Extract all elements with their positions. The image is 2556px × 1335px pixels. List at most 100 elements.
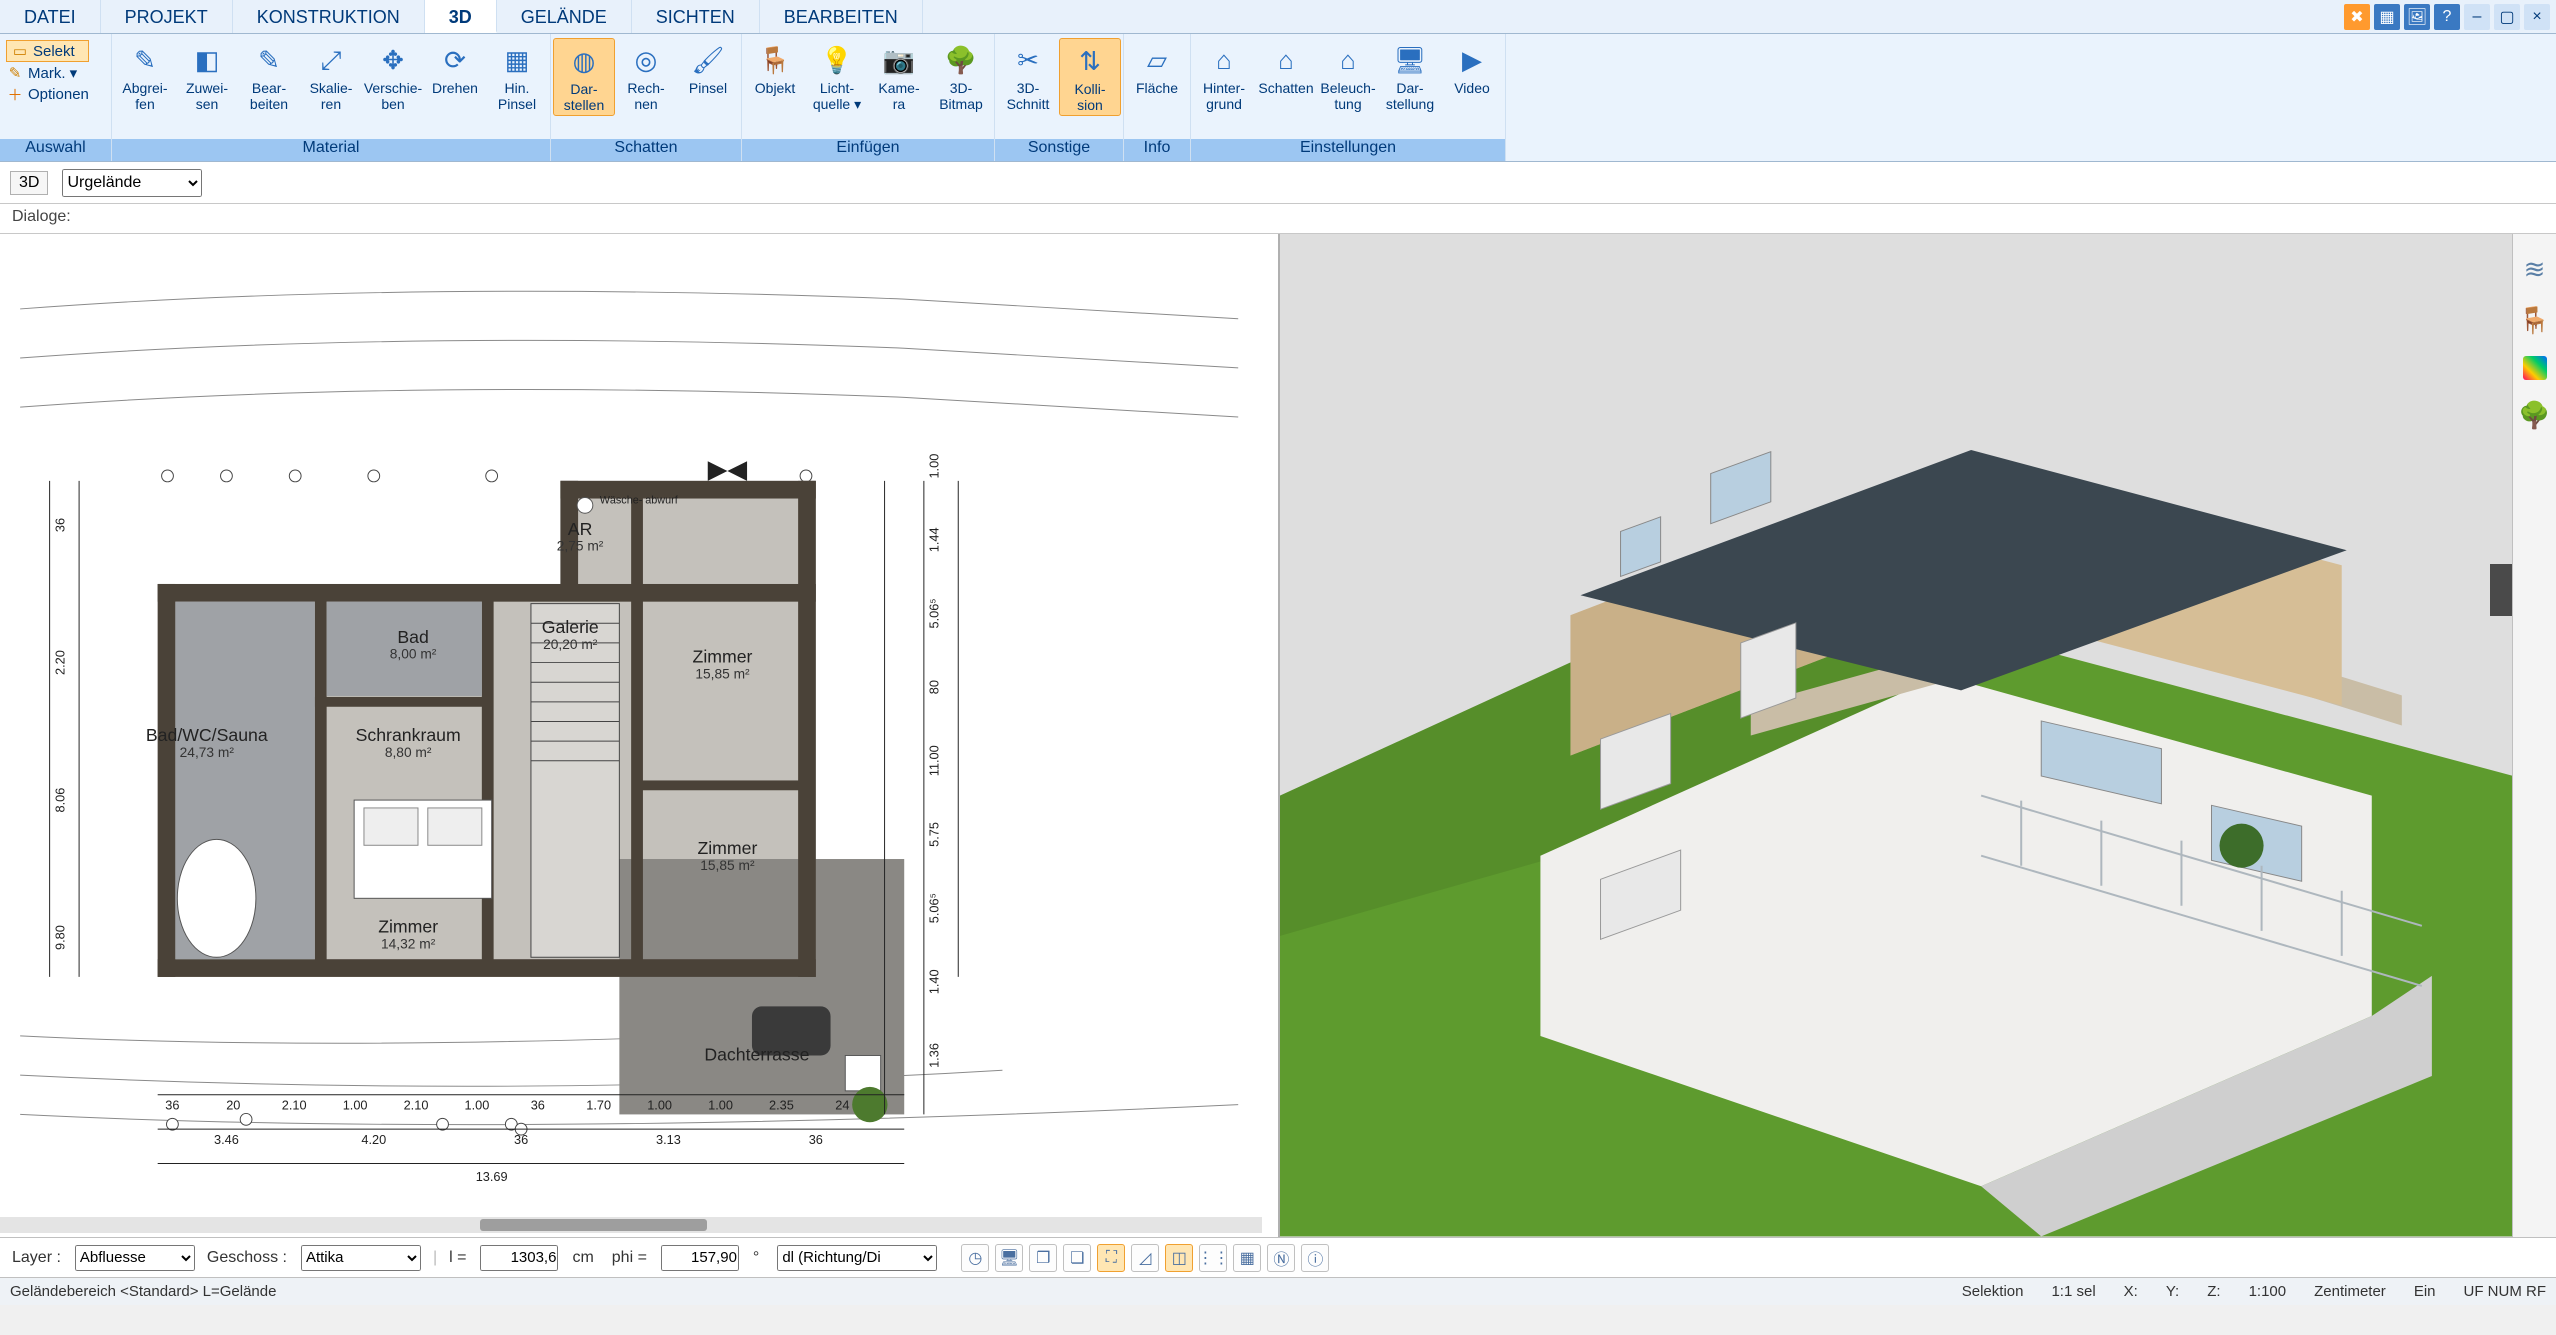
toolbar-layers2-icon[interactable]: ❏ — [1063, 1244, 1091, 1272]
schatten-btn-1[interactable]: ◎Rech-nen — [615, 38, 677, 114]
length-input[interactable] — [480, 1245, 558, 1271]
einfuegen-btn-icon-3: 🌳 — [945, 40, 977, 80]
sonstige-btn-0[interactable]: ✂3D-Schnitt — [997, 38, 1059, 114]
3d-viewport[interactable] — [1280, 234, 2512, 1237]
layer-label: Layer : — [12, 1249, 61, 1267]
layer-select[interactable]: Abfluesse — [75, 1245, 195, 1271]
einstellungen-btn-1[interactable]: ⌂Schatten — [1255, 38, 1317, 98]
menu-tab-konstruktion[interactable]: KONSTRUKTION — [233, 0, 425, 33]
material-btn-6[interactable]: ▦Hin.Pinsel — [486, 38, 548, 114]
material-btn-2[interactable]: ✎Bear-beiten — [238, 38, 300, 114]
tools-icon[interactable]: ✖ — [2344, 4, 2370, 30]
toolbar-grid-icon[interactable]: ▦ — [1233, 1244, 1261, 1272]
schatten-btn-2[interactable]: 🖌Pinsel — [677, 38, 739, 98]
toolbar-info-icon[interactable]: ⓘ — [1301, 1244, 1329, 1272]
material-btn-1[interactable]: ◧Zuwei-sen — [176, 38, 238, 114]
schatten-btn-0[interactable]: ◍Dar-stellen — [553, 38, 615, 116]
minimize-icon[interactable]: – — [2464, 4, 2490, 30]
help-icon[interactable]: ? — [2434, 4, 2460, 30]
toolbar-angle-icon[interactable]: ◿ — [1131, 1244, 1159, 1272]
tree-icon[interactable]: 🌳 — [2518, 400, 2550, 431]
select-button[interactable]: ▭Selekt — [6, 40, 89, 62]
svg-text:AR: AR — [568, 519, 593, 539]
geschoss-select[interactable]: Attika — [301, 1245, 421, 1271]
einfuegen-btn-2[interactable]: 📷Kame-ra — [868, 38, 930, 114]
einstellungen-btn-icon-2: ⌂ — [1340, 40, 1356, 80]
svg-text:15,85 m²: 15,85 m² — [695, 666, 750, 681]
svg-text:Bad/WC/Sauna: Bad/WC/Sauna — [146, 725, 268, 745]
view-sub-bar: 3D Urgelände — [0, 162, 2556, 204]
floorplan-viewport[interactable]: Bad/WC/Sauna24,73 m²Bad8,00 m²Schrankrau… — [0, 234, 1280, 1237]
einfuegen-btn-icon-1: 💡 — [821, 40, 853, 80]
restore-icon[interactable]: ▢ — [2494, 4, 2520, 30]
clipboard-icon[interactable]: ▦ — [2374, 4, 2400, 30]
direction-mode-select[interactable]: dl (Richtung/Di — [777, 1245, 937, 1271]
menu-tab-sichten[interactable]: SICHTEN — [632, 0, 760, 33]
toolbar-snap-icon[interactable]: ⛶ — [1097, 1244, 1125, 1272]
group-label-auswahl: Auswahl — [0, 139, 111, 161]
group-label-info: Info — [1124, 139, 1190, 161]
palette-icon[interactable] — [2523, 356, 2547, 380]
length-label: l = — [449, 1249, 466, 1267]
layers-icon[interactable]: ≋ — [2524, 254, 2546, 285]
svg-text:2,75 m²: 2,75 m² — [557, 539, 604, 554]
einstellungen-btn-2[interactable]: ⌂Beleuch-tung — [1317, 38, 1379, 114]
einstellungen-btn-icon-0: ⌂ — [1216, 40, 1232, 80]
material-btn-3[interactable]: ⤢Skalie-ren — [300, 38, 362, 114]
terrain-select[interactable]: Urgelände — [62, 169, 202, 197]
menu-tab-bearbeiten[interactable]: BEARBEITEN — [760, 0, 923, 33]
svg-text:11.00: 11.00 — [927, 745, 942, 776]
material-btn-0[interactable]: ✎Abgrei-fen — [114, 38, 176, 114]
ribbon-toolbar: ▭Selekt ✎Mark. ▾ ＋Optionen Auswahl ✎Abgr… — [0, 34, 2556, 162]
svg-text:Bad: Bad — [397, 627, 428, 647]
mark-button[interactable]: ✎Mark. ▾ — [6, 64, 89, 82]
toolbar-stack-icon[interactable]: ❐ — [1029, 1244, 1057, 1272]
toolbar-grid-dots-icon[interactable]: ⋮⋮ — [1199, 1244, 1227, 1272]
right-side-toolbar: ≋ 🪑 🌳 — [2512, 234, 2556, 1237]
einfuegen-btn-3[interactable]: 🌳3D-Bitmap — [930, 38, 992, 114]
options-button[interactable]: ＋Optionen — [6, 84, 89, 105]
einfuegen-btn-1[interactable]: 💡Licht-quelle ▾ — [806, 38, 868, 114]
material-btn-4[interactable]: ✥Verschie-ben — [362, 38, 424, 114]
menu-tab-projekt[interactable]: PROJEKT — [101, 0, 233, 33]
svg-text:9.80: 9.80 — [52, 925, 67, 950]
svg-text:2.20: 2.20 — [52, 650, 67, 675]
svg-text:Zimmer: Zimmer — [693, 647, 753, 667]
svg-text:20: 20 — [226, 1098, 240, 1113]
menu-tab-3d[interactable]: 3D — [425, 0, 497, 33]
material-btn-icon-3: ⤢ — [321, 40, 342, 80]
menu-tab-datei[interactable]: DATEI — [0, 0, 101, 33]
close-icon[interactable]: × — [2524, 4, 2550, 30]
group-label-einstellungen: Einstellungen — [1191, 139, 1505, 161]
svg-text:1.00: 1.00 — [343, 1098, 368, 1113]
svg-text:36: 36 — [52, 518, 67, 532]
einfuegen-btn-0[interactable]: 🪑Objekt — [744, 38, 806, 98]
info-btn-0[interactable]: ▱Fläche — [1126, 38, 1188, 98]
floorplan-canvas: Bad/WC/Sauna24,73 m²Bad8,00 m²Schrankrau… — [16, 250, 1262, 1193]
svg-text:36: 36 — [165, 1098, 179, 1113]
dialog-bar: Dialoge: — [0, 204, 2556, 234]
material-btn-5[interactable]: ⟳Drehen — [424, 38, 486, 98]
menu-tab-gelaende[interactable]: GELÄNDE — [497, 0, 632, 33]
phi-input[interactable] — [661, 1245, 739, 1271]
einstellungen-btn-4[interactable]: ▶Video — [1441, 38, 1503, 98]
einfuegen-btn-icon-2: 📷 — [883, 40, 915, 80]
status-context: Geländebereich <Standard> L=Gelände — [10, 1283, 276, 1300]
toolbar-layer3-icon[interactable]: ◫ — [1165, 1244, 1193, 1272]
furniture-icon[interactable]: 🪑 — [2518, 305, 2550, 336]
einstellungen-btn-0[interactable]: ⌂Hinter-grund — [1193, 38, 1255, 114]
svg-text:Zimmer: Zimmer — [378, 917, 438, 937]
svg-text:1.00: 1.00 — [465, 1098, 490, 1113]
picture-icon[interactable]: 🖼 — [2404, 4, 2430, 30]
horizontal-scrollbar[interactable] — [0, 1217, 1262, 1233]
toolbar-north-icon[interactable]: Ⓝ — [1267, 1244, 1295, 1272]
svg-text:1.00: 1.00 — [708, 1098, 733, 1113]
view-mode-tag[interactable]: 3D — [10, 171, 48, 195]
sonstige-btn-1[interactable]: ⇅Kolli-sion — [1059, 38, 1121, 116]
schatten-btn-icon-2: 🖌 — [691, 40, 724, 80]
toolbar-monitor-icon[interactable]: 🖥 — [995, 1244, 1023, 1272]
toolbar-clock-icon[interactable]: ◷ — [961, 1244, 989, 1272]
einstellungen-btn-3[interactable]: 🖥Dar-stellung — [1379, 38, 1441, 114]
status-scale: 1:100 — [2249, 1283, 2287, 1300]
side-panel-pull-tab[interactable] — [2490, 564, 2512, 616]
